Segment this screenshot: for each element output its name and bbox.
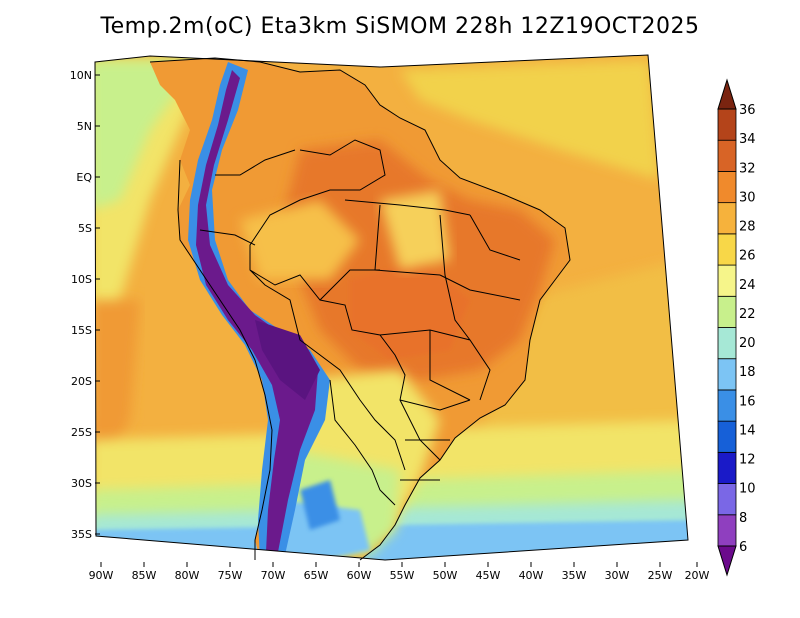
para-mild: [380, 190, 450, 270]
colorbar-segment: [717, 233, 737, 266]
southern-coldest-band: [95, 520, 688, 560]
lat-label: 10N: [70, 69, 92, 82]
lon-axis: [100, 562, 698, 567]
colorbar-segment: [717, 139, 737, 172]
lat-label: 20S: [71, 375, 92, 388]
colorbar-segment: [717, 514, 737, 547]
boundaries: [149, 57, 571, 561]
domain-outline: [94, 54, 689, 561]
lon-label: 55W: [390, 569, 415, 582]
colorbar-segment: [717, 295, 737, 328]
colorbar-label: 36: [739, 103, 756, 118]
lat-label: 25S: [71, 426, 92, 439]
colorbar-label: 22: [739, 307, 756, 322]
lon-label: 75W: [218, 569, 243, 582]
patagonia-cold: [270, 500, 370, 560]
lon-label: 35W: [562, 569, 587, 582]
lon-labels: 90W 85W 80W 75W 70W 65W 60W 55W 50W 45W …: [89, 569, 710, 582]
colorbar: 6 8 10 12 14 16 18 20 22 24 26 28 30 32 34 36: [717, 78, 756, 577]
colorbar-segment: [717, 483, 737, 516]
state-lines: [319, 199, 521, 481]
lon-label: 40W: [519, 569, 544, 582]
colorbar-max-arrow: [717, 78, 737, 110]
colorbar-segments: [717, 108, 737, 547]
colorbar-label: 20: [739, 336, 756, 351]
colorbar-label: 8: [739, 511, 747, 526]
colorbar-label: 32: [739, 161, 756, 176]
lon-label: 65W: [304, 569, 329, 582]
brazil-border: [249, 139, 441, 461]
colorbar-label: 18: [739, 365, 756, 380]
colorbar-segment: [717, 389, 737, 422]
cold-pocket: [300, 480, 340, 530]
colorbar-label: 30: [739, 190, 756, 205]
lon-label: 85W: [132, 569, 157, 582]
colorbar-segment: [717, 264, 737, 297]
colorbar-label: 26: [739, 249, 756, 264]
country-lines: [199, 149, 406, 506]
colorbar-label: 6: [739, 540, 747, 555]
lon-label: 45W: [476, 569, 501, 582]
lat-label: 35S: [71, 528, 92, 541]
lon-label: 80W: [175, 569, 200, 582]
colorbar-label: 14: [739, 423, 756, 438]
colorbar-segment: [717, 171, 737, 204]
colorbar-label: 24: [739, 278, 756, 293]
lon-label: 60W: [347, 569, 372, 582]
colorbar-label: 28: [739, 220, 756, 235]
coastline: [149, 57, 571, 561]
colorbar-segment: [717, 358, 737, 391]
lat-axis: [95, 74, 100, 535]
pacific-warm-patch: [95, 300, 140, 470]
lat-label: EQ: [76, 171, 92, 184]
andes-inner: [196, 70, 318, 552]
lat-label: 30S: [71, 477, 92, 490]
colorbar-label: 10: [739, 482, 756, 497]
lat-label: 10S: [71, 273, 92, 286]
lon-label: 25W: [648, 569, 673, 582]
colorbar-label: 12: [739, 453, 756, 468]
colorbar-segment: [717, 108, 737, 141]
lon-label: 50W: [433, 569, 458, 582]
colorbar-min-arrow: [717, 545, 737, 577]
atlantic-north-mild: [400, 60, 660, 180]
map-title: Temp.2m(oC) Eta3km SiSMOM 228h 12Z19OCT2…: [100, 14, 700, 39]
colorbar-segment: [717, 202, 737, 235]
colorbar-segment: [717, 327, 737, 360]
altiplano: [255, 320, 320, 400]
lat-labels: 10N 5N EQ 5S 10S 15S 20S 25S 30S 35S: [70, 69, 93, 541]
lon-label: 30W: [605, 569, 630, 582]
lat-label: 15S: [71, 324, 92, 337]
lat-label: 5S: [78, 222, 92, 235]
lon-label: 90W: [89, 569, 114, 582]
colorbar-labels: 6 8 10 12 14 16 18 20 22 24 26 28 30 32 34 36: [739, 103, 756, 555]
colorbar-segment: [717, 420, 737, 453]
lon-label: 20W: [685, 569, 710, 582]
amazon-mild: [240, 200, 360, 280]
colorbar-label: 16: [739, 394, 756, 409]
lon-label: 70W: [261, 569, 286, 582]
colorbar-segment: [717, 451, 737, 484]
colorbar-label: 34: [739, 132, 756, 147]
lat-label: 5N: [77, 120, 92, 133]
